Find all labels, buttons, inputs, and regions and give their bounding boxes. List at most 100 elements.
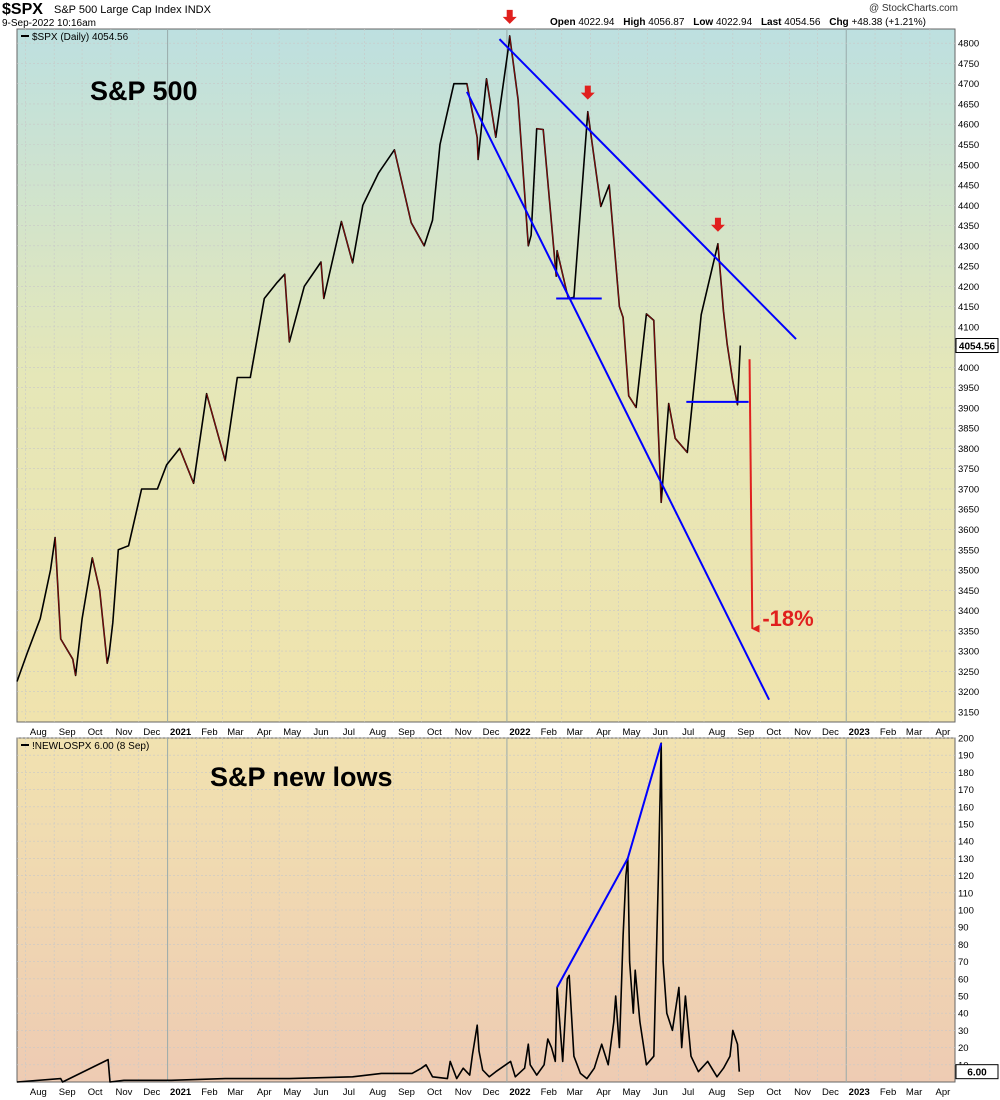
x-tick-label: May xyxy=(623,727,641,738)
y-tick-label: 200 xyxy=(958,734,974,745)
down-segment xyxy=(622,317,630,396)
y-tick-label: 40 xyxy=(958,1009,969,1020)
x-tick-label: Feb xyxy=(541,727,557,738)
y-tick-label: 4450 xyxy=(958,181,979,192)
y-tick-label: 110 xyxy=(958,888,973,899)
x-tick-label: 2021 xyxy=(170,1087,192,1098)
y-tick-label: 4150 xyxy=(958,302,979,313)
y-tick-label: 170 xyxy=(958,785,974,796)
down-segment xyxy=(646,313,655,321)
series-line xyxy=(16,742,741,1083)
x-tick-label: Apr xyxy=(596,727,611,738)
open-value: 4022.94 xyxy=(578,17,615,28)
x-tick-label: Apr xyxy=(257,727,272,738)
x-tick-label: Apr xyxy=(936,727,951,738)
y-tick-label: 3900 xyxy=(958,403,979,414)
x-tick-label: Apr xyxy=(936,1087,951,1098)
y-tick-label: 4100 xyxy=(958,322,979,333)
y-tick-label: 4600 xyxy=(958,120,979,131)
x-tick-label: Sep xyxy=(737,727,754,738)
high-value: 4056.87 xyxy=(648,17,685,28)
x-tick-label: Aug xyxy=(369,1087,386,1098)
y-tick-label: 3500 xyxy=(958,566,979,577)
x-tick-label: Oct xyxy=(88,727,103,738)
down-segment xyxy=(54,537,62,639)
y-tick-label: 150 xyxy=(958,820,974,831)
x-tick-label: Nov xyxy=(115,1087,132,1098)
new-lows-panel: 1020304050607080901001101201301401501601… xyxy=(16,734,999,1098)
x-tick-label: Mar xyxy=(227,727,243,738)
down-segment xyxy=(619,306,624,318)
x-tick-label: Mar xyxy=(906,1087,922,1098)
down-segment xyxy=(320,261,325,299)
y-tick-label: 3600 xyxy=(958,525,979,536)
x-tick-label: Nov xyxy=(455,727,472,738)
x-tick-label: Sep xyxy=(398,1087,415,1098)
current-value-box xyxy=(955,338,999,354)
x-tick-label: Mar xyxy=(906,727,922,738)
x-tick-label: Aug xyxy=(30,727,47,738)
x-tick-label: Aug xyxy=(709,1087,726,1098)
y-tick-label: 30 xyxy=(958,1026,969,1037)
y-tick-label: 4500 xyxy=(958,160,979,171)
current-value-label: 4054.56 xyxy=(959,342,996,353)
peak-arrow-marker xyxy=(502,9,517,24)
trendline xyxy=(556,857,629,988)
x-tick-label: Nov xyxy=(794,1087,811,1098)
down-segment xyxy=(668,403,676,439)
x-tick-label: Nov xyxy=(794,727,811,738)
down-segment xyxy=(717,243,724,312)
x-tick-label: Dec xyxy=(822,1087,839,1098)
trendline xyxy=(466,91,770,701)
y-tick-label: 4400 xyxy=(958,201,979,212)
down-segment xyxy=(99,590,108,664)
y-tick-label: 4250 xyxy=(958,262,979,273)
y-tick-label: 4700 xyxy=(958,79,979,90)
y-tick-label: 140 xyxy=(958,837,974,848)
x-tick-label: 2021 xyxy=(170,727,192,738)
trendline xyxy=(626,742,663,859)
x-tick-label: Oct xyxy=(766,727,781,738)
y-tick-label: 3550 xyxy=(958,545,979,556)
current-value-label: 6.00 xyxy=(967,1068,987,1079)
x-tick-label: Sep xyxy=(59,1087,76,1098)
y-tick-label: 90 xyxy=(958,923,969,934)
down-segment xyxy=(91,557,101,591)
x-tick-label: Nov xyxy=(455,1087,472,1098)
y-tick-label: 4650 xyxy=(958,99,979,110)
down-segment xyxy=(587,111,602,207)
y-tick-label: 60 xyxy=(958,974,969,985)
y-tick-label: 3700 xyxy=(958,484,979,495)
y-tick-label: 4550 xyxy=(958,140,979,151)
x-tick-label: Jul xyxy=(343,727,355,738)
down-segment xyxy=(653,320,662,503)
brand-watermark: @ StockCharts.com xyxy=(868,3,958,14)
down-segment xyxy=(394,149,412,223)
low-label: Low xyxy=(693,17,714,28)
x-tick-label: Mar xyxy=(567,727,583,738)
panel-legend: $SPX (Daily) 4054.56 xyxy=(32,32,129,43)
y-tick-label: 4800 xyxy=(958,39,979,50)
y-tick-label: 3150 xyxy=(958,707,979,718)
x-tick-label: 2022 xyxy=(509,727,530,738)
x-tick-label: May xyxy=(623,1087,641,1098)
down-segment xyxy=(206,393,226,461)
y-tick-label: 3350 xyxy=(958,626,979,637)
y-tick-label: 4300 xyxy=(958,241,979,252)
plot-background xyxy=(16,28,956,723)
x-tick-label: Feb xyxy=(541,1087,557,1098)
y-tick-label: 100 xyxy=(958,906,974,917)
down-segment xyxy=(466,83,478,138)
down-segment xyxy=(628,395,637,408)
x-tick-label: Aug xyxy=(30,1087,47,1098)
x-tick-label: Jul xyxy=(682,727,694,738)
down-segment xyxy=(536,128,544,130)
x-tick-label: Jun xyxy=(653,1087,668,1098)
x-tick-label: 2023 xyxy=(849,727,870,738)
chg-label: Chg xyxy=(829,17,849,28)
x-tick-label: Feb xyxy=(201,727,217,738)
peak-arrow-marker xyxy=(580,85,595,100)
y-tick-label: 80 xyxy=(958,940,969,951)
x-tick-label: Sep xyxy=(398,727,415,738)
